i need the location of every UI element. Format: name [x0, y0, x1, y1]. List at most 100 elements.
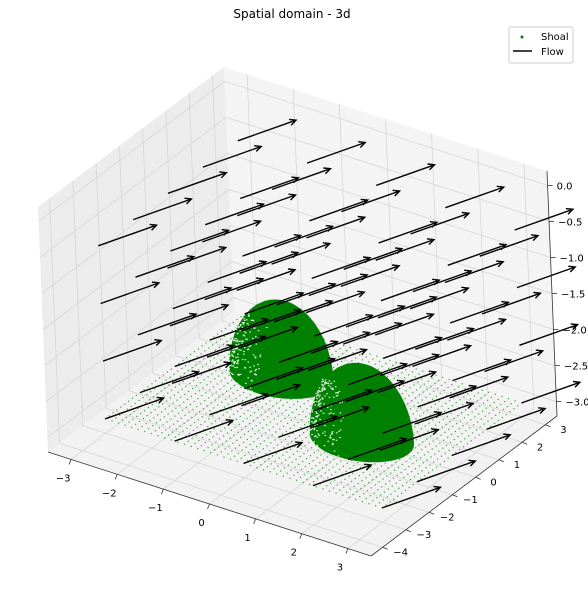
- shoal-floor-point: [425, 467, 427, 469]
- flow-arrow: [238, 326, 299, 349]
- shoal-floor-point: [137, 428, 139, 430]
- shoal-floor-point: [305, 416, 307, 418]
- shoal-mound-gap: [324, 425, 326, 427]
- shoal-floor-point: [183, 443, 186, 445]
- shoal-mound-gap: [243, 350, 245, 353]
- shoal-floor-point: [214, 349, 216, 351]
- flow-arrow-shaft: [137, 313, 197, 336]
- shoal-floor-point: [257, 409, 260, 411]
- shoal-floor-point: [224, 398, 227, 400]
- shoal-floor-point: [254, 433, 256, 435]
- shoal-floor-point: [458, 428, 460, 430]
- shoal-floor-point: [509, 411, 511, 413]
- shoal-mound-gap: [330, 405, 332, 407]
- shoal-floor-point: [161, 382, 163, 384]
- shoal-mound-gap: [246, 310, 249, 312]
- shoal-floor-point: [284, 417, 286, 419]
- flow-arrow-shaft: [380, 279, 440, 302]
- shoal-mound-gap: [319, 418, 321, 420]
- shoal-floor-point: [212, 344, 214, 346]
- flow-arrow: [100, 281, 161, 305]
- shoal-floor-point: [365, 477, 367, 479]
- shoal-floor-point: [132, 418, 134, 420]
- shoal-floor-point: [418, 465, 420, 467]
- flow-arrow: [481, 291, 542, 315]
- shoal-floor-point: [425, 446, 427, 448]
- shoal-floor-point: [179, 425, 181, 427]
- y-tick-mark: [405, 529, 412, 533]
- shoal-floor-point: [425, 396, 427, 398]
- shoal-mound-gap: [259, 356, 261, 358]
- shoal-floor-point: [236, 319, 238, 321]
- shoal-floor-point: [443, 460, 445, 462]
- shoal-floor-point: [207, 447, 209, 449]
- shoal-floor-point: [161, 411, 163, 413]
- shoal-floor-point: [409, 366, 411, 368]
- shoal-floor-point: [417, 402, 419, 404]
- shoal-floor-point: [378, 481, 380, 483]
- shoal-mound-gap: [233, 350, 236, 352]
- y-tick-label: 1: [514, 460, 520, 471]
- shoal-floor-point: [375, 505, 377, 507]
- shoal-floor-point: [220, 451, 222, 453]
- x-tick-mark: [253, 518, 257, 525]
- shoal-floor-point: [376, 468, 379, 470]
- shoal-floor-point: [474, 437, 476, 439]
- shoal-floor-point: [208, 347, 210, 349]
- shoal-mound-gap: [243, 319, 246, 321]
- shoal-floor-point: [215, 370, 217, 372]
- shoal-mound-gap: [319, 405, 321, 407]
- shoal-floor-point: [275, 431, 277, 433]
- flow-arrow-shaft: [278, 415, 338, 438]
- shoal-floor-point: [262, 448, 264, 450]
- shoal-mound-gap: [317, 446, 319, 449]
- shoal-mound-gap: [337, 392, 340, 394]
- flow-arrow-shaft: [519, 323, 578, 346]
- y-tick-mark: [498, 459, 505, 463]
- shoal-floor-point: [463, 396, 465, 398]
- shoal-mound-gap: [318, 400, 321, 402]
- shoal-mound-gap: [315, 419, 317, 421]
- shoal-mound-gap: [337, 455, 340, 457]
- shoal-floor-point: [497, 419, 500, 421]
- shoal-floor-point: [195, 434, 197, 437]
- shoal-floor-point: [253, 461, 255, 464]
- shoal-mound-gap: [236, 333, 239, 335]
- shoal-floor-point: [226, 390, 228, 392]
- shoal-floor-point: [321, 467, 324, 469]
- shoal-floor-point: [459, 420, 462, 422]
- x-gridline: [255, 133, 443, 520]
- shoal-floor-point: [453, 417, 455, 420]
- shoal-floor-point: [347, 363, 349, 365]
- flow-arrow-shaft: [205, 203, 264, 226]
- shoal-floor-point: [365, 498, 367, 500]
- shoal-floor-point: [410, 379, 412, 381]
- shoal-mound-gap: [318, 396, 321, 398]
- shoal-floor-point: [166, 421, 168, 423]
- shoal-floor-point: [353, 464, 355, 467]
- shoal-floor-point: [494, 393, 496, 395]
- shoal-floor-point: [195, 364, 197, 366]
- shoal-floor-point: [277, 465, 279, 467]
- shoal-floor-point: [165, 429, 167, 431]
- flow-arrow-shaft: [172, 287, 232, 310]
- flow-arrow-head: [156, 396, 166, 404]
- shoal-floor-point: [242, 441, 244, 443]
- shoal-floor-point: [392, 364, 394, 367]
- shoal-floor-point: [437, 387, 439, 389]
- shoal-floor-point: [340, 460, 342, 462]
- shoal-floor-point: [193, 421, 196, 424]
- flow-arrow-shaft: [380, 354, 439, 377]
- y-tick-label: −3: [417, 530, 432, 541]
- shoal-floor-point: [240, 386, 242, 389]
- flow-arrow: [202, 219, 263, 243]
- shoal-floor-point: [255, 404, 257, 406]
- shoal-floor-point: [304, 445, 306, 447]
- shoal-floor-point: [448, 449, 450, 451]
- flow-arrow-shaft: [276, 283, 336, 306]
- shoal-mound-gap: [331, 387, 334, 389]
- shoal-mound-gap: [314, 404, 316, 406]
- shoal-mound-gap: [312, 402, 315, 404]
- shoal-floor-point: [358, 475, 360, 477]
- flow-arrow-shaft: [452, 359, 511, 382]
